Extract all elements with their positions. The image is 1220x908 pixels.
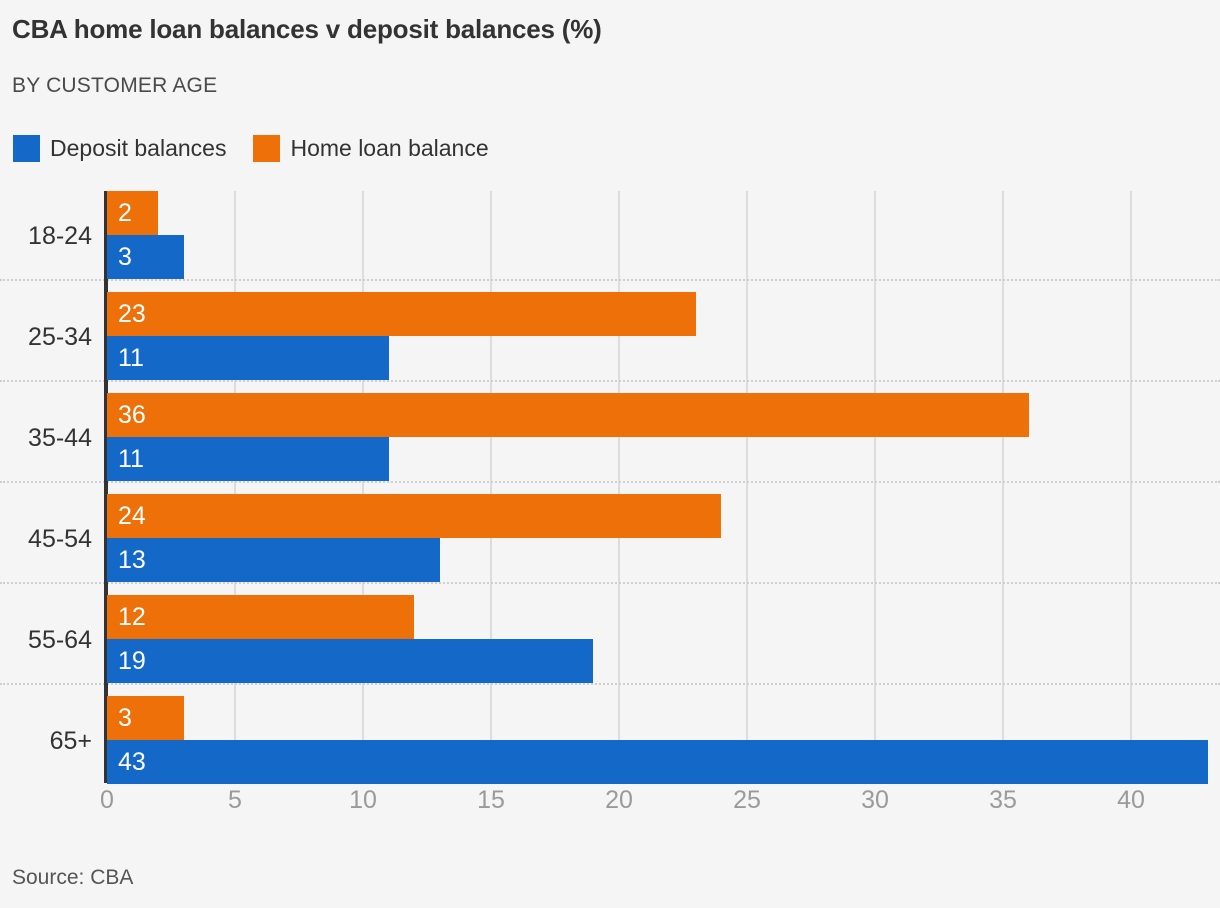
legend-item-homeloan[interactable]: Home loan balance (253, 134, 489, 162)
bar-deposit-55-64[interactable]: 19 (107, 639, 594, 683)
chart-subtitle: BY CUSTOMER AGE (12, 74, 218, 97)
category-label-55-64: 55-64 (28, 626, 92, 654)
group-separator (0, 683, 1220, 685)
bar-deposit-25-34[interactable]: 11 (107, 336, 389, 380)
legend-label-homeloan: Home loan balance (290, 134, 489, 161)
bar-value-label: 36 (118, 400, 146, 429)
category-label-45-54: 45-54 (28, 525, 92, 553)
bar-deposit-18-24[interactable]: 3 (107, 235, 184, 279)
group-separator (0, 582, 1220, 584)
legend-swatch-deposit (13, 134, 40, 162)
grid-layer (0, 185, 1220, 785)
bar-value-label: 3 (118, 703, 132, 732)
bar-value-label: 2 (118, 198, 132, 227)
bar-value-label: 19 (118, 646, 146, 675)
x-tick-label-0: 0 (100, 786, 114, 814)
category-label-35-44: 35-44 (28, 424, 92, 452)
bar-homeloan-45-54[interactable]: 24 (107, 494, 722, 538)
group-separator (0, 279, 1220, 281)
bar-value-label: 13 (118, 545, 146, 574)
x-tick-label-40: 40 (1117, 786, 1145, 814)
category-label-65+: 65+ (49, 727, 92, 755)
gridline-x-40 (1130, 191, 1132, 782)
plot-area: 2 3 18-24 23 11 25-34 36 11 35-44 24 13 45-54 12 19 55… (0, 185, 1220, 785)
x-tick-label-20: 20 (605, 786, 633, 814)
bar-homeloan-25-34[interactable]: 23 (107, 292, 696, 336)
category-label-18-24: 18-24 (28, 222, 92, 250)
y-axis-spine (104, 191, 108, 783)
bar-value-label: 23 (118, 299, 146, 328)
source-note: Source: CBA (12, 866, 134, 889)
gridline-x-35 (1002, 191, 1004, 782)
bar-value-label: 3 (118, 242, 132, 271)
group-separator (0, 380, 1220, 382)
page-title: CBA home loan balances v deposit balance… (12, 14, 602, 44)
x-tick-label-10: 10 (349, 786, 377, 814)
bar-value-label: 11 (118, 444, 144, 473)
legend-item-deposit[interactable]: Deposit balances (13, 134, 227, 162)
bar-deposit-45-54[interactable]: 13 (107, 538, 440, 582)
x-tick-label-25: 25 (733, 786, 761, 814)
bar-value-label: 24 (118, 501, 146, 530)
gridline-x-25 (746, 191, 748, 782)
bar-homeloan-18-24[interactable]: 2 (107, 191, 159, 235)
x-tick-label-35: 35 (989, 786, 1017, 814)
bar-deposit-35-44[interactable]: 11 (107, 437, 389, 481)
chart-legend: Deposit balances Home loan balance (13, 131, 516, 165)
gridline-x-20 (618, 191, 620, 782)
bar-value-label: 12 (118, 602, 146, 631)
legend-label-deposit: Deposit balances (50, 134, 227, 161)
bar-homeloan-55-64[interactable]: 12 (107, 595, 415, 639)
gridline-x-5 (234, 191, 236, 782)
x-tick-label-5: 5 (228, 786, 242, 814)
x-tick-label-15: 15 (477, 786, 505, 814)
x-tick-label-30: 30 (861, 786, 889, 814)
category-label-25-34: 25-34 (28, 323, 92, 351)
legend-swatch-homeloan (253, 134, 281, 162)
bar-homeloan-65+[interactable]: 3 (107, 696, 184, 740)
gridline-x-30 (874, 191, 876, 782)
bars-layer: 2 3 18-24 23 11 25-34 36 11 35-44 24 13 45-54 12 19 55… (0, 185, 1220, 785)
bar-deposit-65+[interactable]: 43 (107, 740, 1208, 784)
gridline-x-10 (362, 191, 364, 782)
group-separator (0, 481, 1220, 483)
gridline-x-15 (490, 191, 492, 782)
bar-homeloan-35-44[interactable]: 36 (107, 393, 1029, 437)
bar-value-label: 43 (118, 747, 146, 776)
x-axis: 0 5 10 15 20 25 30 35 40 (0, 786, 1220, 826)
bar-value-label: 11 (118, 343, 144, 372)
